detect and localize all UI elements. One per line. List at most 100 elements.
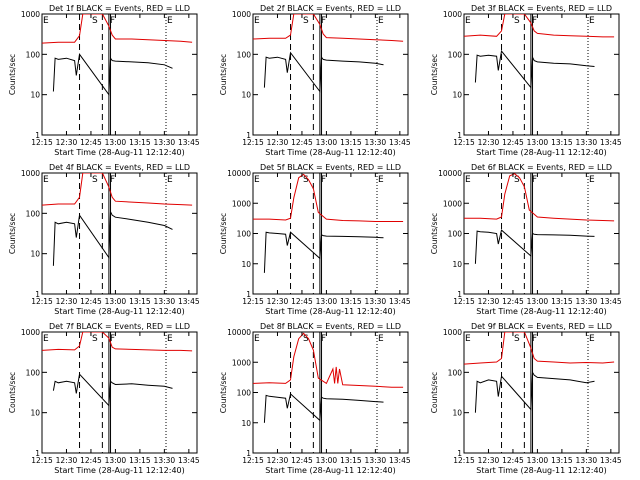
plot-frame <box>463 331 620 454</box>
x-tick-label: 13:30 <box>576 456 598 465</box>
x-axis-label: Start Time (28-Aug-11 12:12:40) <box>265 148 396 157</box>
y-tick-label: 1 <box>35 449 40 458</box>
x-tick-label: 13:30 <box>154 138 176 147</box>
y-tick-label: 1 <box>246 290 251 299</box>
x-tick-label: 12:30 <box>267 138 289 147</box>
x-tick-label: 13:15 <box>129 297 151 306</box>
x-tick-label: 12:30 <box>478 138 500 147</box>
x-tick-label: 12:30 <box>56 456 78 465</box>
x-tick-label: 13:30 <box>365 297 387 306</box>
y-tick-label: 100 <box>448 230 463 239</box>
event-marker-label: E <box>43 334 49 344</box>
series-line-lld <box>464 173 615 222</box>
x-tick-label: 13:30 <box>576 138 598 147</box>
x-tick-label: 13:00 <box>316 297 338 306</box>
event-marker-label: S <box>514 334 520 344</box>
series-line-lld <box>253 332 404 388</box>
x-tick-label: 12:30 <box>478 456 500 465</box>
x-tick-label: 12:15 <box>31 456 53 465</box>
y-tick-label: 100 <box>237 230 252 239</box>
y-tick-label: 1000 <box>443 199 462 208</box>
series-line-events <box>52 373 173 407</box>
x-tick-label: 13:15 <box>551 138 573 147</box>
x-tick-label: 13:45 <box>389 456 411 465</box>
x-tick-label: 12:30 <box>478 297 500 306</box>
x-tick-label: 12:45 <box>502 138 524 147</box>
panel-title: Det 6f BLACK = Events, RED = LLD <box>471 163 612 172</box>
y-tick-label: 1 <box>457 131 462 140</box>
y-tick-label: 10 <box>30 91 40 100</box>
event-marker-label: S <box>514 175 520 185</box>
x-tick-label: 13:45 <box>178 456 200 465</box>
x-tick-label: 13:15 <box>340 138 362 147</box>
y-tick-label: 1 <box>246 131 251 140</box>
y-tick-label: 100 <box>26 50 41 59</box>
plot-frame <box>463 13 620 136</box>
series-line-lld <box>253 173 404 222</box>
x-tick-label: 12:30 <box>56 297 78 306</box>
x-tick-label: 13:45 <box>178 297 200 306</box>
event-marker-label: E <box>254 334 260 344</box>
event-marker-label: S <box>514 16 520 26</box>
x-tick-label: 13:45 <box>178 138 200 147</box>
y-axis-label: Counts/sec <box>8 54 17 95</box>
x-axis-label: Start Time (28-Aug-11 12:12:40) <box>476 307 607 316</box>
x-tick-label: 12:15 <box>242 297 264 306</box>
series-line-lld <box>464 332 615 365</box>
x-tick-label: 12:15 <box>242 138 264 147</box>
y-tick-label: 1 <box>457 449 462 458</box>
x-tick-label: 12:45 <box>291 456 313 465</box>
x-tick-label: 13:45 <box>600 297 622 306</box>
x-tick-label: 13:00 <box>527 138 549 147</box>
y-axis-label: Counts/sec <box>430 213 439 254</box>
x-tick-label: 13:15 <box>340 297 362 306</box>
series-line-events <box>474 49 595 89</box>
event-marker-label: F <box>532 334 537 344</box>
event-marker-label: E <box>167 175 173 185</box>
y-tick-label: 1000 <box>21 10 40 19</box>
event-marker-label: E <box>465 334 471 344</box>
plot-frame <box>252 331 409 454</box>
y-tick-label: 10 <box>452 91 462 100</box>
plot-frame <box>41 13 198 136</box>
series-line-lld <box>464 14 615 38</box>
event-marker-label: E <box>465 16 471 26</box>
plot-frame <box>252 13 409 136</box>
panel-title: Det 8f BLACK = Events, RED = LLD <box>260 322 401 331</box>
y-tick-label: 1 <box>35 290 40 299</box>
series-line-lld <box>42 14 193 44</box>
x-axis-label: Start Time (28-Aug-11 12:12:40) <box>54 307 185 316</box>
x-tick-label: 12:15 <box>453 297 475 306</box>
series-line-events <box>474 229 595 264</box>
event-marker-label: S <box>303 175 309 185</box>
x-tick-label: 12:45 <box>502 456 524 465</box>
y-tick-label: 1 <box>35 131 40 140</box>
x-axis-label: Start Time (28-Aug-11 12:12:40) <box>265 307 396 316</box>
x-tick-label: 13:30 <box>154 297 176 306</box>
x-tick-label: 13:00 <box>316 456 338 465</box>
x-tick-label: 13:00 <box>527 297 549 306</box>
y-tick-label: 1 <box>457 290 462 299</box>
y-tick-label: 100 <box>237 50 252 59</box>
y-tick-label: 10 <box>241 91 251 100</box>
event-marker-label: S <box>92 334 98 344</box>
y-tick-label: 10 <box>30 250 40 259</box>
x-axis-label: Start Time (28-Aug-11 12:12:40) <box>54 148 185 157</box>
event-marker-label: S <box>92 16 98 26</box>
x-axis-label: Start Time (28-Aug-11 12:12:40) <box>476 466 607 475</box>
y-tick-label: 1000 <box>232 358 251 367</box>
y-axis-label: Counts/sec <box>219 372 228 413</box>
event-marker-label: S <box>92 175 98 185</box>
x-tick-label: 12:15 <box>31 138 53 147</box>
y-tick-label: 100 <box>26 209 41 218</box>
event-marker-label: F <box>532 175 537 185</box>
x-tick-label: 13:30 <box>365 456 387 465</box>
x-tick-label: 12:45 <box>80 456 102 465</box>
x-tick-label: 13:45 <box>389 297 411 306</box>
event-marker-label: E <box>589 175 595 185</box>
